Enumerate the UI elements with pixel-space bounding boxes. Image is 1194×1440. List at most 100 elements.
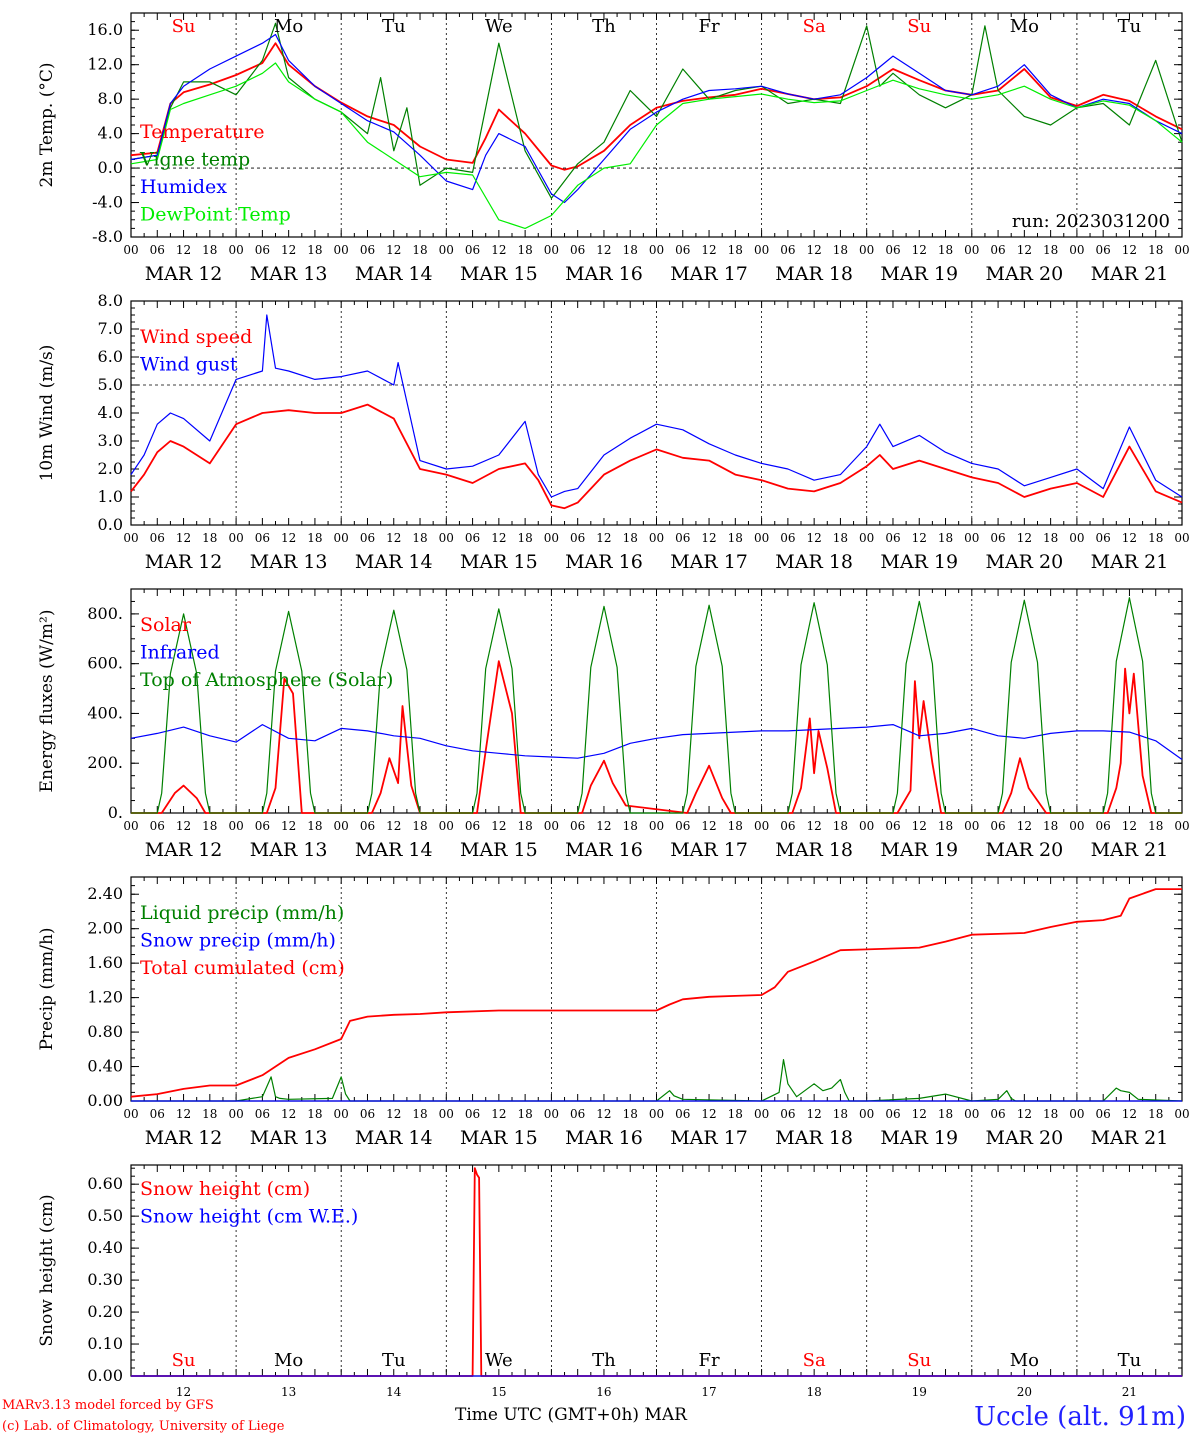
y-tick-label: 2.00 <box>87 919 123 938</box>
weekday-label: Mo <box>274 16 303 37</box>
hour-tick-label: 18 <box>412 243 427 257</box>
date-label: MAR 15 <box>460 263 538 285</box>
legend-entry: DewPoint Temp <box>140 204 291 226</box>
hour-tick-label: 00 <box>754 1107 769 1121</box>
hour-tick-label: 12 <box>807 531 822 545</box>
hour-tick-label: 18 <box>202 531 217 545</box>
date-label: MAR 18 <box>775 839 853 861</box>
hour-tick-label: 12 <box>701 819 716 833</box>
hour-tick-label: 06 <box>990 243 1005 257</box>
hour-tick-label: 00 <box>1174 243 1189 257</box>
hour-tick-label: 18 <box>202 243 217 257</box>
hour-tick-label: 00 <box>859 819 874 833</box>
day-number-label: 15 <box>491 1385 506 1399</box>
hour-tick-label: 06 <box>255 243 270 257</box>
hour-tick-label: 18 <box>1043 243 1058 257</box>
hour-tick-label: 00 <box>859 243 874 257</box>
hour-tick-label: 00 <box>439 1107 454 1121</box>
hour-tick-label: 06 <box>885 1107 900 1121</box>
hour-tick-label: 00 <box>334 531 349 545</box>
hour-tick-label: 00 <box>544 243 559 257</box>
series-line-wind-speed <box>130 403 1183 510</box>
hour-tick-label: 00 <box>439 531 454 545</box>
hour-tick-label: 00 <box>1174 531 1189 545</box>
hour-tick-label: 18 <box>938 819 953 833</box>
hour-tick-label: 12 <box>1122 819 1137 833</box>
lab-credit: (c) Lab. of Climatology, University of L… <box>2 1419 285 1434</box>
date-label: MAR 16 <box>565 839 643 861</box>
hour-tick-label: 18 <box>1148 531 1163 545</box>
date-label: MAR 12 <box>145 551 223 573</box>
y-tick-label: 4.0 <box>98 403 123 422</box>
legend-entry: Infrared <box>140 642 220 664</box>
hour-tick-label: 12 <box>596 1107 611 1121</box>
date-label: MAR 15 <box>460 839 538 861</box>
hour-tick-label: 18 <box>623 531 638 545</box>
hour-tick-label: 00 <box>228 1107 243 1121</box>
y-tick-label: 7.0 <box>98 319 123 338</box>
hour-tick-label: 12 <box>176 1107 191 1121</box>
hour-tick-label: 12 <box>912 531 927 545</box>
hour-tick-label: 06 <box>1096 243 1111 257</box>
hour-tick-label: 00 <box>859 531 874 545</box>
hour-tick-label: 06 <box>885 819 900 833</box>
date-label: MAR 19 <box>880 263 958 285</box>
hour-tick-label: 00 <box>964 1107 979 1121</box>
hour-tick-label: 00 <box>1069 1107 1084 1121</box>
hour-tick-label: 12 <box>176 531 191 545</box>
date-label: MAR 18 <box>775 1127 853 1149</box>
hour-tick-label: 12 <box>386 243 401 257</box>
run-annotation: run: 2023031200 <box>1012 211 1170 232</box>
hour-tick-label: 06 <box>255 819 270 833</box>
chart-panel-3 <box>130 588 1183 814</box>
hour-tick-label: 00 <box>859 1107 874 1121</box>
y-tick-label: 0.30 <box>87 1270 123 1289</box>
hour-tick-label: 06 <box>465 1107 480 1121</box>
hour-tick-label: 00 <box>334 1107 349 1121</box>
legend-entry: Wind speed <box>140 326 252 348</box>
hour-tick-label: 18 <box>307 243 322 257</box>
y-tick-label: 400. <box>87 703 123 722</box>
date-label: MAR 12 <box>145 1127 223 1149</box>
date-label: MAR 20 <box>985 839 1063 861</box>
date-label: MAR 17 <box>670 1127 748 1149</box>
weekday-label: Su <box>172 1350 196 1371</box>
y-tick-label: 1.60 <box>87 953 123 972</box>
hour-tick-label: 18 <box>202 1107 217 1121</box>
weekday-label: Th <box>592 16 616 37</box>
hour-tick-label: 12 <box>912 243 927 257</box>
hour-tick-label: 18 <box>307 531 322 545</box>
date-label: MAR 19 <box>880 839 958 861</box>
day-number-label: 16 <box>596 1385 611 1399</box>
hour-tick-label: 18 <box>623 243 638 257</box>
series-line-dewpoint-temp <box>130 62 1183 229</box>
hour-tick-label: 00 <box>123 243 138 257</box>
weekday-label: Th <box>592 1350 616 1371</box>
hour-tick-label: 00 <box>754 531 769 545</box>
date-label: MAR 16 <box>565 1127 643 1149</box>
weekday-label: Sa <box>803 1350 826 1371</box>
date-label: MAR 17 <box>670 839 748 861</box>
hour-tick-label: 18 <box>938 1107 953 1121</box>
y-tick-label: 1.20 <box>87 988 123 1007</box>
hour-tick-label: 12 <box>281 243 296 257</box>
weekday-label: Su <box>907 16 931 37</box>
hour-tick-label: 12 <box>281 531 296 545</box>
hour-tick-label: 06 <box>255 1107 270 1121</box>
date-label: MAR 12 <box>145 839 223 861</box>
hour-tick-label: 12 <box>1122 1107 1137 1121</box>
hour-tick-label: 12 <box>386 1107 401 1121</box>
hour-tick-label: 12 <box>701 1107 716 1121</box>
y-tick-label: 0.40 <box>87 1057 123 1076</box>
legend-entry: Solar <box>140 614 192 636</box>
hour-tick-label: 00 <box>964 531 979 545</box>
hour-tick-label: 06 <box>465 243 480 257</box>
hour-tick-label: 00 <box>964 819 979 833</box>
hour-tick-label: 18 <box>412 531 427 545</box>
chart-panel-4 <box>130 876 1183 1102</box>
hour-tick-label: 18 <box>728 1107 743 1121</box>
y-tick-label: 0.50 <box>87 1206 123 1225</box>
date-label: MAR 20 <box>985 1127 1063 1149</box>
y-tick-label: 0.00 <box>87 1091 123 1110</box>
hour-tick-label: 18 <box>1148 243 1163 257</box>
